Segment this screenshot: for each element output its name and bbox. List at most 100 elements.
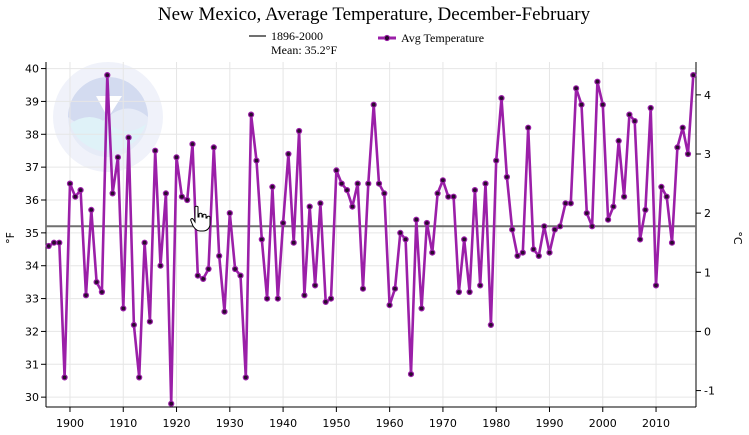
data-point[interactable] [578, 101, 585, 108]
data-point[interactable] [631, 117, 638, 125]
data-point[interactable] [551, 226, 558, 233]
data-point[interactable] [109, 190, 116, 197]
data-point[interactable] [477, 282, 484, 289]
data-point[interactable] [423, 219, 430, 227]
data-point[interactable] [349, 203, 356, 210]
data-point[interactable] [620, 193, 628, 200]
data-point[interactable] [343, 187, 351, 194]
series-avg-temperature[interactable] [45, 71, 697, 407]
data-point[interactable] [327, 295, 335, 302]
data-point[interactable] [684, 150, 692, 158]
data-point[interactable] [77, 187, 84, 194]
data-point[interactable] [541, 223, 548, 230]
data-point[interactable] [386, 302, 393, 309]
data-point[interactable] [317, 200, 324, 207]
data-point[interactable] [200, 275, 207, 282]
data-point[interactable] [296, 127, 303, 135]
data-point[interactable] [189, 141, 196, 148]
data-point[interactable] [66, 180, 74, 187]
data-point[interactable] [210, 144, 217, 151]
data-point[interactable] [588, 223, 596, 230]
data-point[interactable] [98, 288, 106, 296]
data-point[interactable] [290, 239, 297, 246]
data-point[interactable] [375, 180, 383, 187]
data-point[interactable] [354, 180, 361, 187]
data-point[interactable] [674, 144, 681, 151]
data-point[interactable] [514, 252, 521, 259]
data-point[interactable] [274, 295, 281, 302]
data-point[interactable] [519, 249, 526, 256]
data-point[interactable] [253, 157, 260, 164]
data-point[interactable] [455, 288, 462, 296]
data-point[interactable] [434, 190, 441, 197]
data-point[interactable] [322, 298, 329, 305]
data-point[interactable] [642, 206, 649, 213]
data-point[interactable] [583, 210, 590, 217]
data-point[interactable] [104, 71, 111, 79]
data-point[interactable] [306, 203, 313, 210]
data-point[interactable] [567, 200, 574, 207]
data-point[interactable] [402, 236, 409, 243]
data-point[interactable] [663, 193, 670, 200]
data-point[interactable] [439, 177, 446, 184]
data-point[interactable] [535, 252, 542, 259]
data-point[interactable] [471, 187, 478, 194]
data-point[interactable] [333, 167, 340, 174]
data-point[interactable] [178, 193, 185, 200]
data-point[interactable] [146, 318, 153, 325]
data-point[interactable] [668, 239, 676, 246]
data-point[interactable] [216, 252, 223, 259]
data-point[interactable] [93, 279, 100, 286]
data-point[interactable] [397, 229, 404, 236]
data-point[interactable] [269, 183, 276, 190]
data-point[interactable] [248, 111, 255, 118]
data-point[interactable] [258, 236, 265, 243]
data-point[interactable] [50, 239, 58, 246]
data-point[interactable] [194, 272, 201, 279]
data-point[interactable] [45, 242, 52, 250]
data-point[interactable] [461, 236, 468, 243]
data-point[interactable] [546, 249, 553, 256]
data-point[interactable] [365, 180, 372, 187]
data-point[interactable] [285, 150, 292, 158]
data-point[interactable] [237, 272, 244, 279]
data-point[interactable] [610, 203, 617, 210]
data-point[interactable] [562, 200, 569, 207]
data-point[interactable] [114, 154, 122, 161]
data-point[interactable] [652, 282, 660, 289]
data-point[interactable] [572, 85, 580, 92]
data-point[interactable] [487, 321, 494, 328]
data-point[interactable] [125, 134, 132, 141]
data-point[interactable] [525, 124, 532, 131]
data-point[interactable] [130, 321, 137, 328]
data-point[interactable] [690, 71, 697, 79]
data-point[interactable] [413, 216, 420, 223]
data-point[interactable] [162, 190, 169, 197]
data-point[interactable] [173, 154, 180, 161]
data-point[interactable] [647, 104, 654, 112]
data-point[interactable] [184, 196, 191, 204]
data-point[interactable] [636, 236, 644, 243]
data-point[interactable] [157, 262, 164, 269]
data-point[interactable] [312, 282, 319, 289]
data-point[interactable] [168, 400, 175, 407]
data-point[interactable] [594, 78, 601, 85]
legend[interactable]: 1896-2000 Mean: 35.2°F Avg Temperature [249, 29, 484, 57]
data-point[interactable] [120, 305, 127, 312]
data-point[interactable] [493, 157, 500, 164]
data-point[interactable] [264, 295, 271, 302]
data-point[interactable] [242, 374, 249, 381]
data-point[interactable] [466, 288, 473, 296]
data-point[interactable] [556, 223, 564, 230]
data-point[interactable] [72, 193, 79, 200]
data-point[interactable] [82, 292, 90, 299]
data-point[interactable] [338, 180, 345, 187]
data-point[interactable] [445, 193, 452, 200]
data-point[interactable] [503, 173, 510, 181]
data-point[interactable] [205, 265, 212, 273]
data-point[interactable] [626, 111, 633, 118]
data-point[interactable] [599, 101, 606, 108]
data-point[interactable] [141, 239, 148, 246]
data-point[interactable] [61, 374, 68, 381]
data-point[interactable] [152, 147, 159, 154]
